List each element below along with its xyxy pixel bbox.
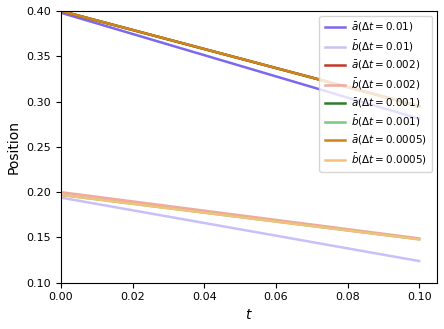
Legend: $\bar{a}(\Delta t = 0.01)$, $\bar{b}(\Delta t = 0.01)$, $\bar{a}(\Delta t = 0.00: $\bar{a}(\Delta t = 0.01)$, $\bar{b}(\De… <box>319 16 432 172</box>
Y-axis label: Position: Position <box>7 120 21 174</box>
X-axis label: $t$: $t$ <box>245 308 253 322</box>
